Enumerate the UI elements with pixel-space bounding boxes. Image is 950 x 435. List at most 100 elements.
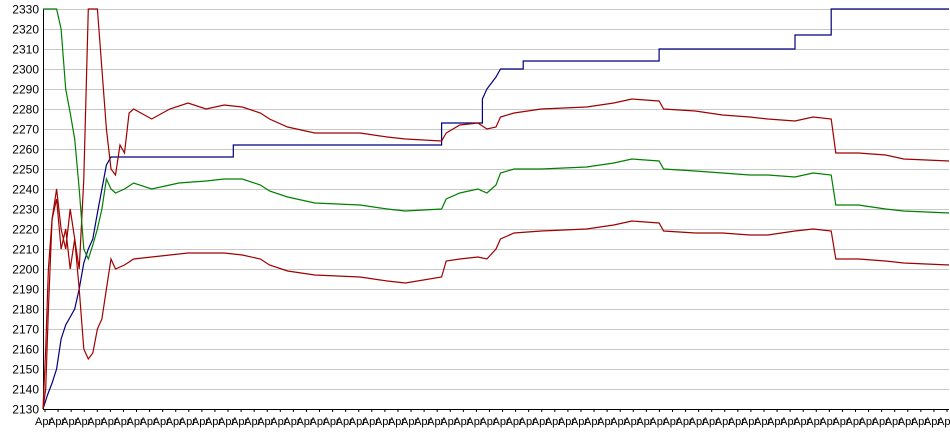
- y-tick-label: 2180: [12, 303, 39, 317]
- x-tick-label: Apr: [636, 416, 653, 428]
- x-tick-label: Apr: [296, 416, 313, 428]
- x-tick-label: Apr: [100, 416, 117, 428]
- x-tick-label: Apr: [649, 416, 666, 428]
- x-tick-label: Apr: [414, 416, 431, 428]
- y-tick-label: 2310: [12, 43, 39, 57]
- y-tick-label: 2330: [12, 3, 39, 17]
- x-tick-label: Apr: [87, 416, 104, 428]
- y-tick-label: 2190: [12, 283, 39, 297]
- x-tick-label: Apr: [218, 416, 235, 428]
- x-tick-label: Apr: [859, 416, 876, 428]
- x-tick-label: Apr: [127, 416, 144, 428]
- y-tick-label: 2300: [12, 63, 39, 77]
- x-tick-labels: AprAprAprAprAprAprAprAprAprAprAprAprAprA…: [35, 416, 950, 428]
- x-tick-label: Apr: [819, 416, 836, 428]
- x-tick-label: Apr: [610, 416, 627, 428]
- x-tick-label: Apr: [244, 416, 261, 428]
- x-tick-label: Apr: [336, 416, 353, 428]
- y-tick-label: 2200: [12, 263, 39, 277]
- x-tick-label: Apr: [571, 416, 588, 428]
- x-tick-label: Apr: [924, 416, 941, 428]
- x-tick-label: Apr: [937, 416, 950, 428]
- x-tick-label: Apr: [427, 416, 444, 428]
- x-tick-label: Apr: [257, 416, 274, 428]
- series-lines: [42, 8, 950, 410]
- x-tick-label: Apr: [140, 416, 157, 428]
- x-tick-label: Apr: [231, 416, 248, 428]
- y-tick-label: 2210: [12, 243, 39, 257]
- x-tick-label: Apr: [532, 416, 549, 428]
- y-tick-label: 2260: [12, 143, 39, 157]
- y-tick-label: 2170: [12, 323, 39, 337]
- x-tick-label: Apr: [166, 416, 183, 428]
- y-tick-label: 2150: [12, 363, 39, 377]
- y-tick-label: 2140: [12, 383, 39, 397]
- x-tick-label: Apr: [676, 416, 693, 428]
- x-tick-label: Apr: [754, 416, 771, 428]
- y-tick-label: 2130: [12, 403, 39, 417]
- x-tick-label: Apr: [715, 416, 732, 428]
- y-tick-label: 2240: [12, 183, 39, 197]
- x-tick-label: Apr: [310, 416, 327, 428]
- series-line-3: [43, 8, 950, 261]
- y-tick-label: 2270: [12, 123, 39, 137]
- x-tick-label: Apr: [584, 416, 601, 428]
- x-tick-label: Apr: [205, 416, 222, 428]
- x-tick-label: Apr: [349, 416, 366, 428]
- x-tick-label: Apr: [728, 416, 745, 428]
- x-tick-label: Apr: [270, 416, 287, 428]
- x-tick-label: Apr: [388, 416, 405, 428]
- x-tick-label: Apr: [767, 416, 784, 428]
- x-tick-label: Apr: [832, 416, 849, 428]
- x-tick-label: Apr: [493, 416, 510, 428]
- y-tick-label: 2280: [12, 103, 39, 117]
- x-tick-label: Apr: [153, 416, 170, 428]
- series-line-2: [42, 8, 950, 410]
- x-tick-label: Apr: [74, 416, 91, 428]
- x-tick-label: Apr: [872, 416, 889, 428]
- x-tick-label: Apr: [362, 416, 379, 428]
- x-tick-label: Apr: [558, 416, 575, 428]
- x-tick-label: Apr: [283, 416, 300, 428]
- x-tick-label: Apr: [440, 416, 457, 428]
- x-tick-label: Apr: [806, 416, 823, 428]
- x-tick-label: Apr: [48, 416, 65, 428]
- x-tick-label: Apr: [702, 416, 719, 428]
- x-tick-label: Apr: [519, 416, 536, 428]
- x-tick-label: Apr: [466, 416, 483, 428]
- x-tick-label: Apr: [401, 416, 418, 428]
- y-tick-labels: 2130 2140 2150 2160 2170 2180 2190 2200 2210 2220…: [12, 3, 39, 417]
- x-tick-label: Apr: [453, 416, 470, 428]
- x-tick-label: Apr: [179, 416, 196, 428]
- x-tick-label: Apr: [323, 416, 340, 428]
- y-tick-label: 2250: [12, 163, 39, 177]
- x-tick-label: Apr: [597, 416, 614, 428]
- x-tick-label: Apr: [113, 416, 130, 428]
- x-tick-label: Apr: [911, 416, 928, 428]
- x-tick-label: Apr: [741, 416, 758, 428]
- x-tick-label: Apr: [793, 416, 810, 428]
- x-tick-label: Apr: [623, 416, 640, 428]
- x-tick-label: Apr: [662, 416, 679, 428]
- x-tick-label: Apr: [780, 416, 797, 428]
- y-tick-label: 2320: [12, 23, 39, 37]
- series-line-1: [42, 8, 949, 410]
- x-tick-label: Apr: [192, 416, 209, 428]
- x-tick-label: Apr: [375, 416, 392, 428]
- x-tick-label: Apr: [61, 416, 78, 428]
- x-tick-label: Apr: [479, 416, 496, 428]
- x-tick-label: Apr: [885, 416, 902, 428]
- y-tick-label: 2230: [12, 203, 39, 217]
- y-tick-label: 2220: [12, 223, 39, 237]
- x-tick-label: Apr: [35, 416, 52, 428]
- x-tick-label: Apr: [545, 416, 562, 428]
- x-tick-label: Apr: [845, 416, 862, 428]
- axes: [43, 9, 949, 412]
- y-tick-label: 2160: [12, 343, 39, 357]
- grid-lines: [43, 9, 949, 410]
- x-tick-label: Apr: [506, 416, 523, 428]
- y-tick-label: 2290: [12, 83, 39, 97]
- series-line-4: [42, 198, 950, 410]
- x-tick-label: Apr: [898, 416, 915, 428]
